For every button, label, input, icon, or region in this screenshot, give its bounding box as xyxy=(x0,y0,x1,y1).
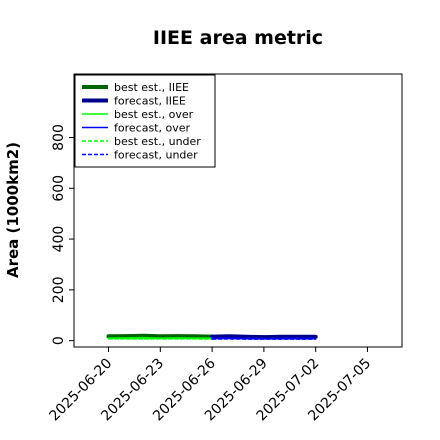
y-tick-label: 0 xyxy=(51,336,67,345)
legend-label: best est., under xyxy=(114,135,201,148)
y-tick-label: 600 xyxy=(51,175,67,202)
legend-label: best est., over xyxy=(114,108,194,121)
legend-label: forecast, IIEE xyxy=(114,95,186,108)
x-axis: 2025-06-202025-06-232025-06-262025-06-29… xyxy=(47,347,374,424)
series-line-2 xyxy=(210,334,318,340)
y-axis: 0 200 400 600 800 xyxy=(51,124,74,345)
y-axis-label: Area (1000km2) xyxy=(4,142,22,278)
series-line-1 xyxy=(106,333,215,339)
series-line-3 xyxy=(107,336,213,339)
y-tick-label: 400 xyxy=(51,226,67,253)
legend-box xyxy=(74,74,216,168)
series-layer xyxy=(106,333,318,340)
legend-label: best est., IIEE xyxy=(114,81,189,94)
legend-label: forecast, over xyxy=(114,122,190,135)
legend-label: forecast, under xyxy=(114,149,198,162)
y-tick-label: 200 xyxy=(51,276,67,303)
y-tick-label: 800 xyxy=(51,124,67,151)
chart-title: IIEE area metric xyxy=(153,27,323,49)
